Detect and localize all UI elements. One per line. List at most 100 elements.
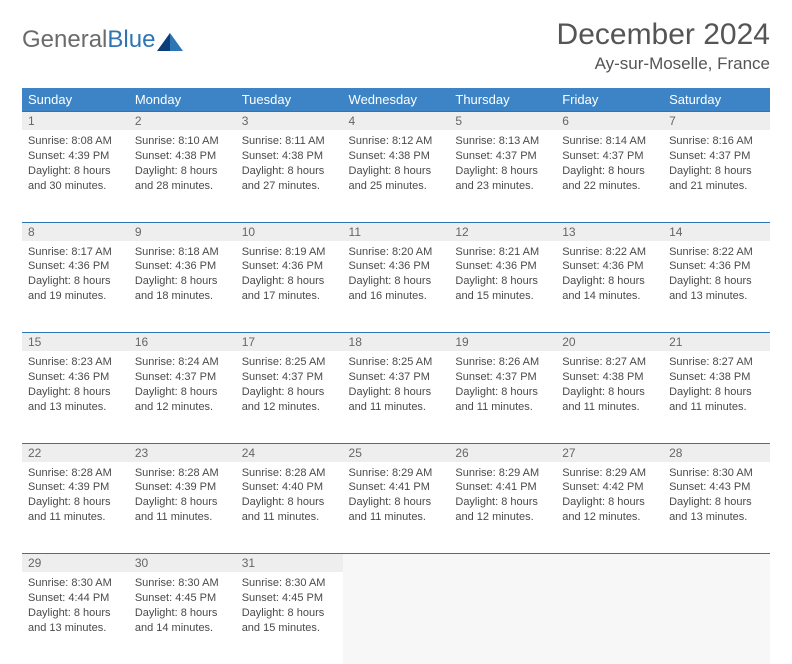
day-info-line: Sunset: 4:37 PM [669, 149, 764, 164]
day-info-line: and 12 minutes. [562, 510, 657, 525]
day-info-line: and 25 minutes. [349, 179, 444, 194]
day-cell: Sunrise: 8:10 AMSunset: 4:38 PMDaylight:… [129, 130, 236, 222]
day-number: 29 [22, 554, 129, 573]
day-info-line: Sunset: 4:41 PM [349, 480, 444, 495]
day-info-line: Sunrise: 8:28 AM [28, 466, 123, 481]
day-info-line: and 11 minutes. [455, 400, 550, 415]
day-info-line: Sunrise: 8:29 AM [455, 466, 550, 481]
day-info-line: Sunrise: 8:10 AM [135, 134, 230, 149]
day-info-line: and 23 minutes. [455, 179, 550, 194]
day-info-line: Sunset: 4:38 PM [669, 370, 764, 385]
day-info-line: Sunrise: 8:30 AM [28, 576, 123, 591]
day-cell: Sunrise: 8:18 AMSunset: 4:36 PMDaylight:… [129, 241, 236, 333]
day-number: 31 [236, 554, 343, 573]
day-number: 22 [22, 443, 129, 462]
day-info-line: Daylight: 8 hours [242, 385, 337, 400]
page-title: December 2024 [557, 18, 770, 52]
day-number: 10 [236, 222, 343, 241]
day-cell: Sunrise: 8:19 AMSunset: 4:36 PMDaylight:… [236, 241, 343, 333]
day-info-line: Daylight: 8 hours [349, 495, 444, 510]
day-info-line: Daylight: 8 hours [669, 164, 764, 179]
day-number: 4 [343, 112, 450, 131]
day-info-line: Daylight: 8 hours [562, 274, 657, 289]
day-number [449, 554, 556, 573]
day-cell: Sunrise: 8:24 AMSunset: 4:37 PMDaylight:… [129, 351, 236, 443]
day-info-line: and 11 minutes. [562, 400, 657, 415]
day-info-line: Sunrise: 8:17 AM [28, 245, 123, 260]
weekday-header: Wednesday [343, 88, 450, 112]
day-info-line: Daylight: 8 hours [28, 495, 123, 510]
day-info-line: Sunrise: 8:30 AM [135, 576, 230, 591]
day-info-line: Sunset: 4:43 PM [669, 480, 764, 495]
day-number: 15 [22, 333, 129, 352]
day-info-line: Sunset: 4:38 PM [242, 149, 337, 164]
day-info-line: and 11 minutes. [242, 510, 337, 525]
day-number: 13 [556, 222, 663, 241]
day-cell: Sunrise: 8:30 AMSunset: 4:43 PMDaylight:… [663, 462, 770, 554]
day-cell [343, 572, 450, 664]
day-info-line: Sunrise: 8:11 AM [242, 134, 337, 149]
day-info-line: Sunrise: 8:24 AM [135, 355, 230, 370]
day-cell: Sunrise: 8:29 AMSunset: 4:41 PMDaylight:… [343, 462, 450, 554]
day-info-line: Daylight: 8 hours [135, 495, 230, 510]
day-info-line: and 14 minutes. [562, 289, 657, 304]
day-info-line: Daylight: 8 hours [669, 495, 764, 510]
day-info-line: Daylight: 8 hours [349, 385, 444, 400]
day-info-line: Sunset: 4:37 PM [135, 370, 230, 385]
day-cell: Sunrise: 8:11 AMSunset: 4:38 PMDaylight:… [236, 130, 343, 222]
day-info-line: Daylight: 8 hours [135, 274, 230, 289]
day-cell: Sunrise: 8:26 AMSunset: 4:37 PMDaylight:… [449, 351, 556, 443]
day-info-line: Sunrise: 8:30 AM [669, 466, 764, 481]
day-number: 21 [663, 333, 770, 352]
day-cell: Sunrise: 8:27 AMSunset: 4:38 PMDaylight:… [556, 351, 663, 443]
day-info-line: Sunset: 4:38 PM [562, 370, 657, 385]
day-info-line: Daylight: 8 hours [242, 606, 337, 621]
logo-text-b: Blue [107, 26, 155, 54]
day-info-line: Sunrise: 8:27 AM [669, 355, 764, 370]
day-info-line: Sunset: 4:36 PM [135, 259, 230, 274]
day-info-line: and 22 minutes. [562, 179, 657, 194]
day-number: 7 [663, 112, 770, 131]
day-cell: Sunrise: 8:27 AMSunset: 4:38 PMDaylight:… [663, 351, 770, 443]
day-cell: Sunrise: 8:23 AMSunset: 4:36 PMDaylight:… [22, 351, 129, 443]
day-cell [663, 572, 770, 664]
day-info-line: Daylight: 8 hours [28, 606, 123, 621]
day-cell: Sunrise: 8:28 AMSunset: 4:39 PMDaylight:… [129, 462, 236, 554]
day-number: 5 [449, 112, 556, 131]
weekday-header: Saturday [663, 88, 770, 112]
day-content-row: Sunrise: 8:08 AMSunset: 4:39 PMDaylight:… [22, 130, 770, 222]
day-info-line: and 19 minutes. [28, 289, 123, 304]
day-info-line: Sunset: 4:37 PM [242, 370, 337, 385]
day-number: 1 [22, 112, 129, 131]
day-cell: Sunrise: 8:16 AMSunset: 4:37 PMDaylight:… [663, 130, 770, 222]
day-number: 25 [343, 443, 450, 462]
day-number: 8 [22, 222, 129, 241]
day-number-row: 293031 [22, 554, 770, 573]
day-info-line: Daylight: 8 hours [562, 385, 657, 400]
weekday-header-row: SundayMondayTuesdayWednesdayThursdayFrid… [22, 88, 770, 112]
day-info-line: Sunrise: 8:20 AM [349, 245, 444, 260]
weekday-header: Friday [556, 88, 663, 112]
day-number: 27 [556, 443, 663, 462]
day-info-line: and 13 minutes. [28, 400, 123, 415]
day-content-row: Sunrise: 8:17 AMSunset: 4:36 PMDaylight:… [22, 241, 770, 333]
day-info-line: Sunrise: 8:28 AM [135, 466, 230, 481]
day-info-line: and 17 minutes. [242, 289, 337, 304]
day-info-line: Sunset: 4:36 PM [242, 259, 337, 274]
day-info-line: Sunrise: 8:12 AM [349, 134, 444, 149]
day-info-line: Sunset: 4:42 PM [562, 480, 657, 495]
day-info-line: and 12 minutes. [135, 400, 230, 415]
day-info-line: Sunset: 4:41 PM [455, 480, 550, 495]
header: GeneralBlue December 2024 Ay-sur-Moselle… [22, 18, 770, 74]
day-number: 18 [343, 333, 450, 352]
logo-text-a: General [22, 26, 107, 54]
day-number-row: 15161718192021 [22, 333, 770, 352]
day-info-line: and 12 minutes. [242, 400, 337, 415]
day-cell: Sunrise: 8:29 AMSunset: 4:42 PMDaylight:… [556, 462, 663, 554]
day-info-line: Sunrise: 8:16 AM [669, 134, 764, 149]
day-info-line: Sunrise: 8:29 AM [562, 466, 657, 481]
day-cell: Sunrise: 8:30 AMSunset: 4:45 PMDaylight:… [129, 572, 236, 664]
day-info-line: Sunset: 4:39 PM [28, 480, 123, 495]
day-info-line: and 13 minutes. [669, 289, 764, 304]
day-info-line: and 11 minutes. [349, 510, 444, 525]
